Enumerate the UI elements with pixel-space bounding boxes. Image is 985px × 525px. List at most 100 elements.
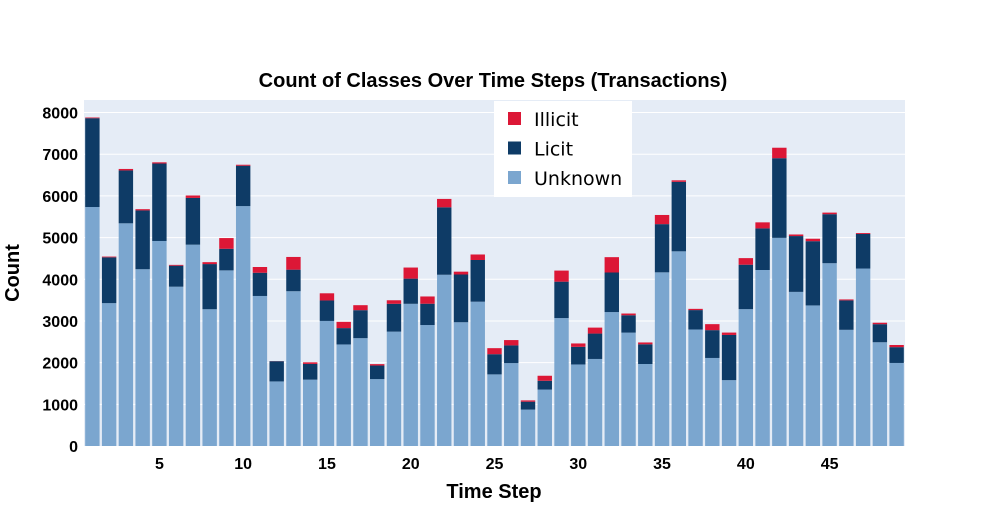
- legend-label-unknown[interactable]: Unknown: [534, 168, 622, 190]
- bar-illicit[interactable]: [101, 256, 117, 258]
- bar-illicit[interactable]: [403, 267, 418, 279]
- bar-unknown[interactable]: [135, 269, 150, 446]
- bar-illicit[interactable]: [319, 293, 335, 301]
- bar-unknown[interactable]: [889, 362, 904, 446]
- bar-licit[interactable]: [85, 118, 100, 208]
- bar-licit[interactable]: [403, 278, 418, 304]
- bar-illicit[interactable]: [235, 164, 251, 166]
- bar-licit[interactable]: [437, 207, 452, 275]
- bar-licit[interactable]: [370, 365, 385, 380]
- bar-unknown[interactable]: [152, 240, 167, 446]
- bar-illicit[interactable]: [252, 266, 268, 273]
- bar-illicit[interactable]: [805, 238, 821, 242]
- bar-unknown[interactable]: [604, 312, 619, 446]
- bar-unknown[interactable]: [269, 381, 284, 446]
- bar-unknown[interactable]: [403, 303, 418, 446]
- bar-unknown[interactable]: [855, 268, 871, 446]
- bar-licit[interactable]: [152, 163, 167, 241]
- bar-unknown[interactable]: [571, 364, 586, 446]
- bar-illicit[interactable]: [353, 305, 368, 311]
- bar-illicit[interactable]: [587, 327, 603, 334]
- bar-unknown[interactable]: [705, 357, 720, 446]
- bar-licit[interactable]: [855, 233, 871, 269]
- bar-licit[interactable]: [353, 310, 368, 339]
- bar-licit[interactable]: [336, 328, 351, 345]
- bar-licit[interactable]: [487, 354, 502, 375]
- bar-unknown[interactable]: [85, 207, 100, 446]
- bar-licit[interactable]: [772, 158, 787, 238]
- bar-licit[interactable]: [269, 361, 284, 382]
- bar-licit[interactable]: [839, 300, 854, 330]
- bar-unknown[interactable]: [252, 295, 268, 446]
- bar-licit[interactable]: [537, 380, 552, 390]
- bar-illicit[interactable]: [872, 322, 888, 325]
- bar-illicit[interactable]: [889, 344, 904, 348]
- bar-unknown[interactable]: [235, 206, 251, 446]
- bar-licit[interactable]: [520, 401, 536, 410]
- bar-illicit[interactable]: [336, 321, 351, 329]
- legend[interactable]: Illicit Licit Unknown: [494, 101, 632, 197]
- bar-licit[interactable]: [721, 334, 737, 381]
- bar-licit[interactable]: [252, 272, 268, 296]
- bar-licit[interactable]: [571, 346, 586, 365]
- bar-illicit[interactable]: [85, 117, 100, 119]
- bar-unknown[interactable]: [370, 379, 385, 446]
- bar-illicit[interactable]: [638, 342, 653, 345]
- bar-illicit[interactable]: [437, 198, 452, 208]
- bar-unknown[interactable]: [101, 303, 117, 446]
- bar-unknown[interactable]: [319, 320, 335, 446]
- bar-unknown[interactable]: [437, 274, 452, 446]
- bar-illicit[interactable]: [302, 362, 318, 364]
- bar-licit[interactable]: [185, 197, 201, 245]
- bar-unknown[interactable]: [302, 379, 318, 446]
- bar-licit[interactable]: [235, 165, 251, 207]
- bar-unknown[interactable]: [185, 244, 201, 446]
- legend-label-licit[interactable]: Licit: [534, 139, 573, 161]
- bar-licit[interactable]: [504, 345, 519, 364]
- bar-unknown[interactable]: [755, 269, 770, 446]
- legend-label-illicit[interactable]: Illicit: [534, 109, 579, 131]
- bar-illicit[interactable]: [654, 214, 670, 225]
- bar-unknown[interactable]: [118, 223, 134, 446]
- bar-unknown[interactable]: [202, 309, 217, 446]
- bar-licit[interactable]: [101, 257, 117, 304]
- bar-unknown[interactable]: [386, 331, 402, 446]
- bar-unknown[interactable]: [788, 291, 804, 446]
- bar-illicit[interactable]: [738, 258, 754, 265]
- bar-illicit[interactable]: [135, 209, 150, 211]
- bar-illicit[interactable]: [504, 340, 519, 346]
- bar-licit[interactable]: [302, 363, 318, 380]
- bar-unknown[interactable]: [504, 363, 519, 446]
- bar-licit[interactable]: [135, 210, 150, 270]
- bar-illicit[interactable]: [520, 400, 536, 402]
- bar-illicit[interactable]: [118, 168, 134, 171]
- bar-unknown[interactable]: [738, 309, 754, 446]
- bar-licit[interactable]: [805, 241, 821, 306]
- bar-unknown[interactable]: [453, 322, 469, 446]
- bar-licit[interactable]: [872, 324, 888, 343]
- bar-licit[interactable]: [554, 281, 569, 319]
- bar-illicit[interactable]: [202, 262, 217, 265]
- bar-unknown[interactable]: [671, 251, 687, 446]
- bar-unknown[interactable]: [721, 380, 737, 446]
- bar-illicit[interactable]: [755, 222, 770, 229]
- bar-illicit[interactable]: [822, 212, 837, 215]
- bar-licit[interactable]: [822, 214, 837, 264]
- bar-unknown[interactable]: [336, 344, 351, 446]
- bar-illicit[interactable]: [168, 264, 184, 266]
- bar-licit[interactable]: [638, 344, 653, 365]
- bar-unknown[interactable]: [587, 358, 603, 446]
- bar-illicit[interactable]: [721, 332, 737, 335]
- bar-illicit[interactable]: [839, 299, 854, 301]
- bar-illicit[interactable]: [688, 308, 703, 311]
- bar-unknown[interactable]: [520, 409, 536, 446]
- bar-illicit[interactable]: [386, 300, 402, 304]
- bar-unknown[interactable]: [353, 338, 368, 446]
- bar-unknown[interactable]: [286, 291, 301, 446]
- bar-licit[interactable]: [621, 315, 636, 333]
- bar-illicit[interactable]: [855, 233, 871, 234]
- bar-illicit[interactable]: [788, 234, 804, 237]
- bar-illicit[interactable]: [370, 364, 385, 366]
- bar-illicit[interactable]: [621, 313, 636, 316]
- bar-unknown[interactable]: [688, 329, 703, 446]
